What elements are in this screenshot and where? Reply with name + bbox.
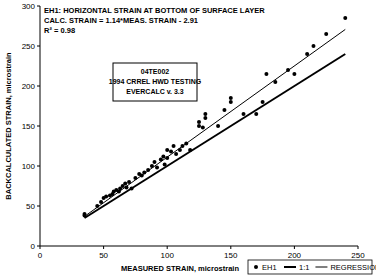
y-tick-label: 200 <box>22 82 36 91</box>
x-tick-label: 200 <box>288 251 302 260</box>
scatter-point <box>104 194 108 198</box>
y-tick <box>37 166 40 167</box>
scatter-point <box>203 112 207 116</box>
scatter-point <box>123 182 127 186</box>
scatter-point <box>201 126 205 130</box>
x-tick <box>358 246 359 249</box>
annotation: 1994 CRREL HWD TESTING <box>109 78 202 85</box>
x-tick <box>167 246 168 249</box>
legend-line <box>315 267 327 268</box>
annotation: EVERCALC v. 3.3 <box>126 88 184 95</box>
legend: EH1 1:1 REGRESSION <box>248 260 376 274</box>
y-tick <box>37 6 40 7</box>
y-tick <box>37 126 40 127</box>
annotation: CALC. STRAIN = 1.14*MEAS. STRAIN - 2.91 <box>44 16 198 25</box>
line-series <box>85 54 346 218</box>
scatter-point <box>197 120 201 124</box>
scatter-point <box>161 154 165 158</box>
x-tick <box>230 246 231 249</box>
legend-label: EH1 <box>262 263 277 272</box>
y-tick <box>37 86 40 87</box>
scatter-point <box>222 108 226 112</box>
y-tick <box>37 206 40 207</box>
scatter-point <box>203 116 207 120</box>
x-tick-label: 150 <box>224 251 238 260</box>
y-tick-label: 100 <box>22 162 36 171</box>
y-axis-label: BACKCALCULATED STRAIN, microstrain <box>4 52 13 200</box>
y-tick-label: 150 <box>22 122 36 131</box>
legend-label: REGRESSION <box>330 263 376 272</box>
legend-marker <box>254 265 258 269</box>
x-tick-label: 50 <box>99 251 108 260</box>
scatter-point <box>254 112 258 116</box>
x-axis <box>40 246 358 247</box>
y-tick-label: 50 <box>26 202 35 211</box>
line-series <box>85 29 346 216</box>
chart: 0 50 100 150 200 250 0 50 100 150 200 250 300 MEASURE… <box>0 0 376 280</box>
x-tick-label: 0 <box>38 251 43 260</box>
plot-area <box>83 16 348 218</box>
scatter-point <box>165 148 169 152</box>
x-tick <box>103 246 104 249</box>
scatter-point <box>152 160 156 164</box>
scatter-point <box>261 100 265 104</box>
y-tick <box>37 46 40 47</box>
x-tick-label: 100 <box>161 251 175 260</box>
scatter-point <box>174 152 178 156</box>
y-tick-label: 250 <box>22 42 36 51</box>
annotation: R² = 0.98 <box>44 26 75 35</box>
scatter-point <box>155 166 159 170</box>
legend-label: 1:1 <box>299 263 309 272</box>
annotation: 04TE002 <box>141 68 170 75</box>
y-tick <box>37 246 40 247</box>
scatter-point <box>292 72 296 76</box>
title: EH1: HORIZONTAL STRAIN AT BOTTOM OF SURF… <box>44 6 265 15</box>
scatter-point <box>216 124 220 128</box>
scatter-point <box>311 44 315 48</box>
scatter-point <box>324 32 328 36</box>
x-axis-label: MEASURED STRAIN, microstrain <box>121 264 239 273</box>
scatter-point <box>264 72 268 76</box>
scatter-point <box>229 96 233 100</box>
y-tick-label: 300 <box>22 2 36 11</box>
y-tick-label: 0 <box>31 242 36 251</box>
scatter-point <box>172 144 176 148</box>
x-tick-label: 250 <box>351 251 365 260</box>
x-tick <box>294 246 295 249</box>
scatter-point <box>343 16 347 20</box>
scatter-point <box>229 100 233 104</box>
legend-line <box>284 266 296 268</box>
scatter-point <box>197 124 201 128</box>
scatter-point <box>242 112 246 116</box>
